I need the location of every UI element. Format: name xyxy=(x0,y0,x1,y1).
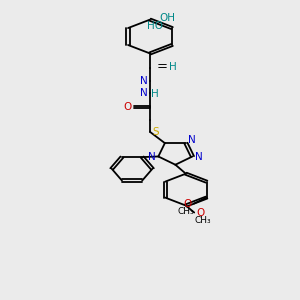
Text: HO: HO xyxy=(147,22,163,32)
Text: N: N xyxy=(140,76,147,86)
Text: OH: OH xyxy=(159,13,175,23)
Text: H: H xyxy=(152,89,159,99)
Text: H: H xyxy=(169,62,176,72)
Text: S: S xyxy=(153,127,159,137)
Text: N: N xyxy=(140,88,147,98)
Text: CH₃: CH₃ xyxy=(177,207,194,216)
Text: O: O xyxy=(196,208,204,218)
Text: CH₃: CH₃ xyxy=(195,216,212,225)
Text: N: N xyxy=(195,152,203,162)
Text: O: O xyxy=(124,102,132,112)
Text: O: O xyxy=(183,199,191,208)
Text: N: N xyxy=(148,152,156,163)
Text: N: N xyxy=(188,135,196,145)
Text: =: = xyxy=(157,61,168,74)
